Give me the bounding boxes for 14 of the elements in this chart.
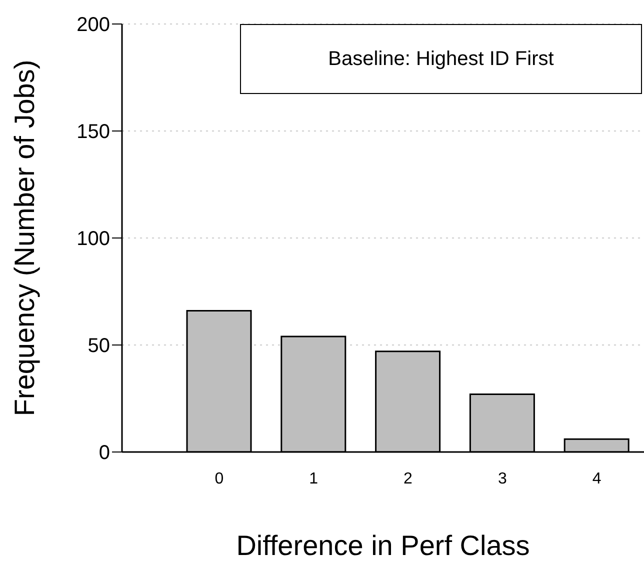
- y-tick-label: 100: [76, 228, 110, 250]
- x-tick-label: 2: [404, 470, 413, 488]
- x-tick-label: 3: [498, 470, 507, 488]
- x-tick-label: 4: [592, 470, 602, 488]
- y-tick-label: 0: [98, 442, 110, 464]
- y-tick-label: 200: [76, 14, 110, 36]
- x-tick-label: 0: [214, 470, 224, 488]
- y-tick-label: 50: [88, 335, 110, 358]
- annotation: Baseline: Highest ID First: [328, 48, 554, 70]
- y-tick-label: 150: [76, 121, 110, 144]
- note-box: Baseline: Highest ID First: [240, 24, 642, 94]
- x-tick-label: 1: [309, 470, 318, 488]
- y-axis-title: Frequency (Number of Jobs): [8, 60, 40, 416]
- x-axis-title: Difference in Perf Class: [236, 530, 530, 561]
